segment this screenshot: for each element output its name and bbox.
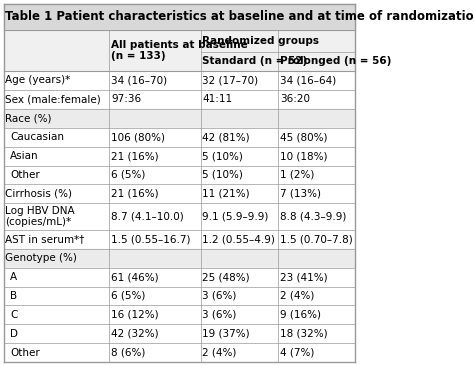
Text: 8.8 (4.3–9.9): 8.8 (4.3–9.9) (280, 212, 346, 221)
Text: 41:11: 41:11 (202, 94, 232, 104)
Polygon shape (4, 4, 355, 30)
Text: 1 (2%): 1 (2%) (280, 170, 314, 180)
Text: Standard (n = 52): Standard (n = 52) (202, 56, 308, 66)
Text: 7 (13%): 7 (13%) (280, 189, 321, 199)
Text: 3 (6%): 3 (6%) (202, 291, 237, 301)
Text: Asian: Asian (10, 151, 39, 161)
Text: C: C (10, 310, 18, 320)
Text: 23 (41%): 23 (41%) (280, 272, 328, 282)
Text: A: A (10, 272, 17, 282)
Text: 97:36: 97:36 (111, 94, 141, 104)
Text: 11 (21%): 11 (21%) (202, 189, 250, 199)
Text: 25 (48%): 25 (48%) (202, 272, 250, 282)
Polygon shape (4, 184, 355, 203)
Text: 1.5 (0.70–7.8): 1.5 (0.70–7.8) (280, 234, 353, 244)
Text: Prolonged (n = 56): Prolonged (n = 56) (280, 56, 391, 66)
Polygon shape (278, 52, 355, 71)
Text: 5 (10%): 5 (10%) (202, 170, 243, 180)
Text: 1.2 (0.55–4.9): 1.2 (0.55–4.9) (202, 234, 275, 244)
Text: D: D (10, 329, 18, 339)
Polygon shape (201, 52, 278, 71)
Text: Genotype (%): Genotype (%) (5, 253, 77, 263)
Polygon shape (4, 90, 355, 109)
Polygon shape (4, 128, 355, 146)
Text: AST in serum*†: AST in serum*† (5, 234, 85, 244)
Text: 5 (10%): 5 (10%) (202, 151, 243, 161)
Text: 36:20: 36:20 (280, 94, 310, 104)
Polygon shape (4, 268, 355, 287)
Text: 106 (80%): 106 (80%) (111, 132, 165, 142)
Text: 6 (5%): 6 (5%) (111, 170, 145, 180)
Text: All patients at baseline
(n = 133): All patients at baseline (n = 133) (111, 40, 247, 61)
Text: 45 (80%): 45 (80%) (280, 132, 327, 142)
Text: 61 (46%): 61 (46%) (111, 272, 158, 282)
Text: 34 (16–64): 34 (16–64) (280, 75, 336, 85)
Polygon shape (4, 306, 355, 324)
Text: Table 1 Patient characteristics at baseline and at time of randomization: Table 1 Patient characteristics at basel… (5, 10, 474, 23)
Text: 4 (7%): 4 (7%) (280, 348, 314, 358)
Text: 21 (16%): 21 (16%) (111, 151, 158, 161)
Text: 8 (6%): 8 (6%) (111, 348, 145, 358)
Text: 34 (16–70): 34 (16–70) (111, 75, 167, 85)
Polygon shape (4, 203, 355, 229)
Polygon shape (109, 30, 201, 71)
Text: 16 (12%): 16 (12%) (111, 310, 158, 320)
Polygon shape (4, 30, 109, 71)
Text: Caucasian: Caucasian (10, 132, 64, 142)
Text: 1.5 (0.55–16.7): 1.5 (0.55–16.7) (111, 234, 191, 244)
Polygon shape (4, 71, 355, 90)
Text: 21 (16%): 21 (16%) (111, 189, 158, 199)
Polygon shape (4, 165, 355, 184)
Polygon shape (4, 109, 355, 128)
Polygon shape (201, 30, 355, 52)
Text: Randomized groups: Randomized groups (202, 36, 319, 46)
Polygon shape (4, 229, 355, 249)
Text: 9 (16%): 9 (16%) (280, 310, 321, 320)
Text: Log HBV DNA
(copies/mL)*: Log HBV DNA (copies/mL)* (5, 206, 75, 227)
Text: 10 (18%): 10 (18%) (280, 151, 327, 161)
Polygon shape (4, 287, 355, 306)
Text: 8.7 (4.1–10.0): 8.7 (4.1–10.0) (111, 212, 183, 221)
Text: 42 (32%): 42 (32%) (111, 329, 158, 339)
Text: 42 (81%): 42 (81%) (202, 132, 250, 142)
Polygon shape (4, 146, 355, 165)
Text: Other: Other (10, 348, 40, 358)
Text: 19 (37%): 19 (37%) (202, 329, 250, 339)
Text: 2 (4%): 2 (4%) (202, 348, 237, 358)
Text: Race (%): Race (%) (5, 113, 52, 123)
Polygon shape (4, 343, 355, 362)
Text: B: B (10, 291, 17, 301)
Text: 3 (6%): 3 (6%) (202, 310, 237, 320)
Text: 6 (5%): 6 (5%) (111, 291, 145, 301)
Text: Other: Other (10, 170, 40, 180)
Text: Cirrhosis (%): Cirrhosis (%) (5, 189, 73, 199)
Polygon shape (4, 249, 355, 268)
Polygon shape (4, 324, 355, 343)
Text: 9.1 (5.9–9.9): 9.1 (5.9–9.9) (202, 212, 269, 221)
Text: 2 (4%): 2 (4%) (280, 291, 314, 301)
Text: 32 (17–70): 32 (17–70) (202, 75, 258, 85)
Text: Sex (male:female): Sex (male:female) (5, 94, 101, 104)
Text: 18 (32%): 18 (32%) (280, 329, 328, 339)
Text: Age (years)*: Age (years)* (5, 75, 71, 85)
